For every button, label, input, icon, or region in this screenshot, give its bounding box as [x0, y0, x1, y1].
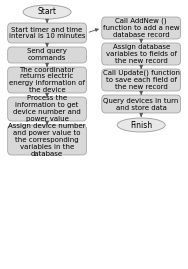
FancyBboxPatch shape: [8, 125, 86, 155]
FancyBboxPatch shape: [102, 43, 180, 65]
FancyBboxPatch shape: [8, 97, 86, 121]
Text: Assign device number
and power value to
the corresponding
variables in the
datab: Assign device number and power value to …: [8, 123, 86, 157]
Text: Start: Start: [38, 8, 57, 16]
Text: Process the
information to get
device number and
power value: Process the information to get device nu…: [13, 95, 81, 122]
FancyBboxPatch shape: [102, 95, 180, 113]
Text: Send query
commands: Send query commands: [27, 48, 67, 62]
Text: Call AddNew ()
function to add a new
database record: Call AddNew () function to add a new dat…: [103, 18, 180, 38]
FancyBboxPatch shape: [8, 23, 86, 43]
Text: Start timer and time
interval is 10 minutes: Start timer and time interval is 10 minu…: [9, 27, 85, 40]
Text: Finish: Finish: [130, 121, 152, 129]
FancyBboxPatch shape: [102, 17, 180, 39]
Ellipse shape: [117, 118, 165, 132]
FancyBboxPatch shape: [102, 69, 180, 91]
FancyBboxPatch shape: [8, 47, 86, 63]
Text: Query devices in turn
and store data: Query devices in turn and store data: [103, 97, 179, 111]
FancyBboxPatch shape: [8, 67, 86, 93]
Text: Call Update() function
to save each field of
the new record: Call Update() function to save each fiel…: [103, 70, 180, 90]
Ellipse shape: [23, 5, 71, 19]
Text: Assign database
variables to fields of
the new record: Assign database variables to fields of t…: [106, 44, 177, 64]
Text: The coordinator
returns electric
energy information of
the device: The coordinator returns electric energy …: [9, 66, 85, 94]
